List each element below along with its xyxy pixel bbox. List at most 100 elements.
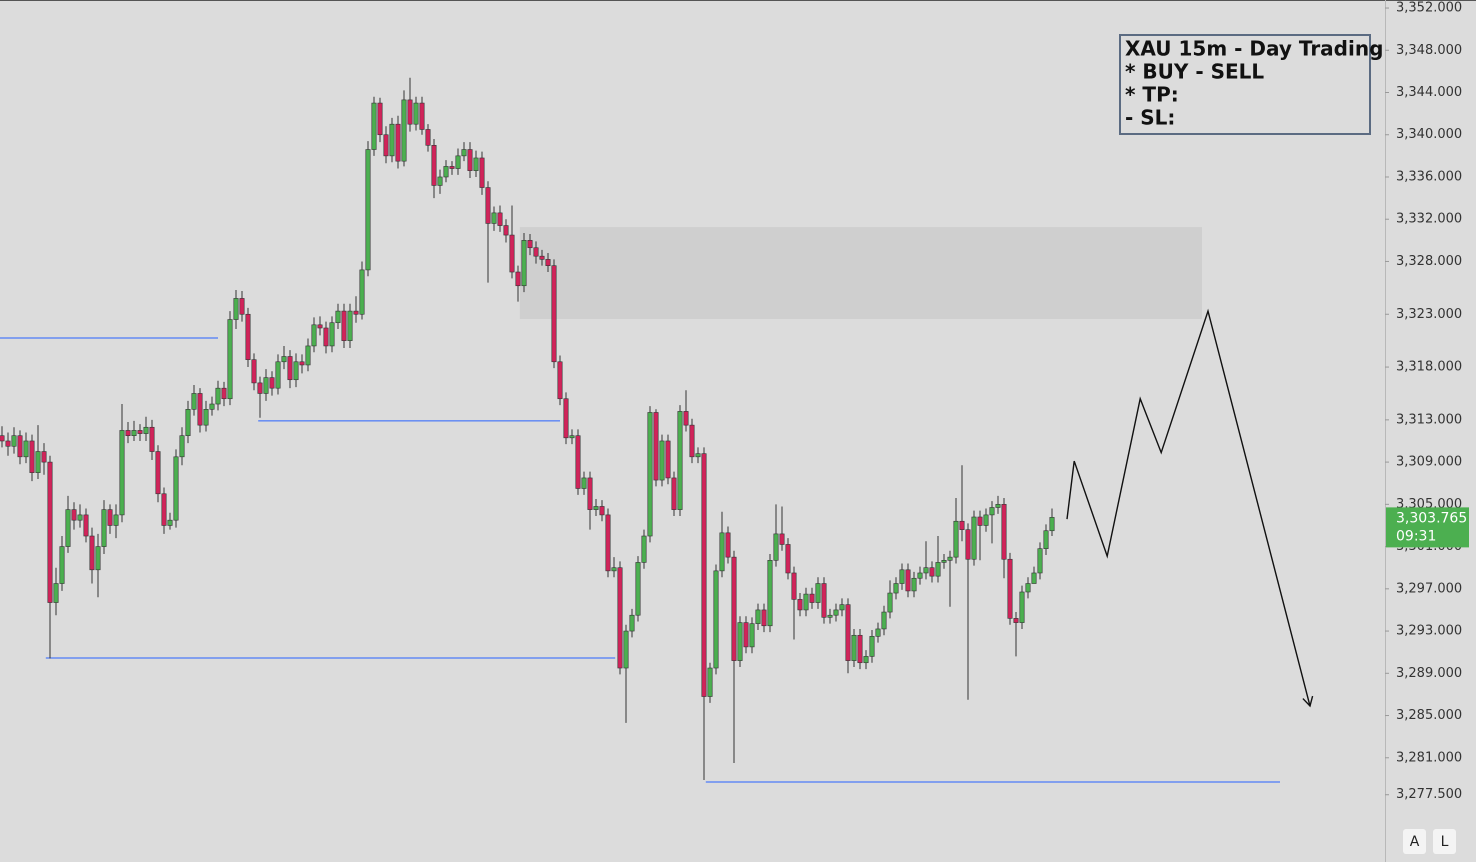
candle-body — [707, 667, 713, 697]
candle-body — [899, 569, 905, 584]
auto-scale-button[interactable]: A — [1410, 834, 1420, 850]
candle — [125, 421, 131, 444]
candle — [413, 96, 419, 131]
candle — [317, 316, 323, 336]
y-tick-label: 3,313.000 — [1396, 412, 1462, 427]
candle — [185, 400, 191, 444]
y-tick-label: 3,318.000 — [1396, 360, 1462, 375]
candle — [689, 418, 695, 464]
candle — [221, 381, 227, 407]
candle-body — [851, 634, 857, 661]
candle-body — [239, 298, 245, 315]
candle — [23, 432, 29, 464]
log-scale-button[interactable]: L — [1441, 834, 1449, 850]
candle-body — [5, 440, 11, 447]
y-tick-label: 3,281.000 — [1396, 750, 1462, 765]
candle-body — [371, 102, 377, 150]
candle — [263, 369, 269, 401]
candle-body — [833, 609, 839, 616]
candle — [563, 392, 569, 445]
candle-body — [827, 614, 833, 618]
y-tick-label: 3,344.000 — [1396, 85, 1462, 100]
candle — [959, 465, 965, 542]
candle — [521, 232, 527, 293]
candle — [191, 385, 197, 416]
y-tick-label: 3,277.500 — [1396, 787, 1462, 802]
candle — [59, 536, 65, 591]
candle-body — [173, 456, 179, 521]
candle-body — [521, 240, 527, 287]
candle — [719, 511, 725, 578]
candle-body — [665, 440, 671, 479]
candle-body — [413, 102, 419, 125]
candle — [863, 650, 869, 670]
candle — [527, 234, 533, 256]
candle-body — [35, 451, 41, 473]
candle-body — [809, 593, 815, 603]
y-tick-label: 3,332.000 — [1396, 212, 1462, 227]
candle — [905, 563, 911, 598]
candle — [227, 311, 233, 406]
candle — [503, 219, 509, 243]
button-bg[interactable] — [1433, 829, 1456, 854]
note-frame — [1119, 34, 1371, 135]
candle — [671, 471, 677, 516]
candle — [881, 605, 887, 636]
candle — [797, 593, 803, 617]
last-price-label: 3,303.765 — [1396, 510, 1467, 526]
candle — [377, 97, 383, 143]
candle-body — [593, 506, 599, 510]
candle — [743, 616, 749, 654]
y-tick-label: 3,309.000 — [1396, 455, 1462, 470]
candle-body — [677, 411, 683, 510]
candle-body — [671, 477, 677, 510]
candle — [989, 501, 995, 544]
candle-body — [335, 310, 341, 324]
candle — [287, 350, 293, 389]
candle — [455, 148, 461, 175]
candle-body — [245, 313, 251, 360]
candle-body — [731, 556, 737, 661]
candle-body — [647, 412, 653, 537]
candle-body — [689, 424, 695, 458]
candle-body — [935, 562, 941, 577]
candle — [143, 416, 149, 441]
button-bg[interactable] — [1403, 829, 1426, 854]
candle — [965, 523, 971, 700]
candle — [983, 508, 989, 532]
candle-body — [341, 310, 347, 341]
candle — [977, 510, 983, 561]
candle-body — [281, 356, 287, 363]
candle — [431, 138, 437, 199]
candle-body — [401, 99, 407, 162]
candle-body — [923, 567, 929, 574]
candle-body — [545, 259, 551, 266]
candle-body — [845, 604, 851, 661]
candle — [497, 205, 503, 232]
candle-body — [431, 145, 437, 186]
note-box: XAU 15m - Day Trading * BUY - SELL * TP:… — [1119, 34, 1383, 135]
candle-body — [791, 572, 797, 600]
candle-body — [917, 572, 923, 579]
candle — [401, 90, 407, 167]
candle — [575, 429, 581, 495]
candle-body — [305, 345, 311, 366]
candle-body — [377, 102, 383, 136]
candle-body — [947, 556, 953, 561]
candle — [533, 241, 539, 264]
candle-body — [629, 614, 635, 632]
candle — [665, 434, 671, 485]
candle-body — [527, 240, 533, 249]
candle-body — [1043, 530, 1049, 549]
candle-body — [0, 435, 5, 442]
candle — [1031, 566, 1037, 584]
candle-body — [269, 377, 275, 389]
candle-body — [353, 310, 359, 315]
candle — [557, 355, 563, 406]
candle — [1019, 585, 1025, 629]
candle-body — [683, 411, 689, 426]
candle — [161, 487, 167, 534]
supply-zone — [519, 227, 1202, 320]
candle-body — [389, 123, 395, 157]
candle-body — [941, 560, 947, 563]
